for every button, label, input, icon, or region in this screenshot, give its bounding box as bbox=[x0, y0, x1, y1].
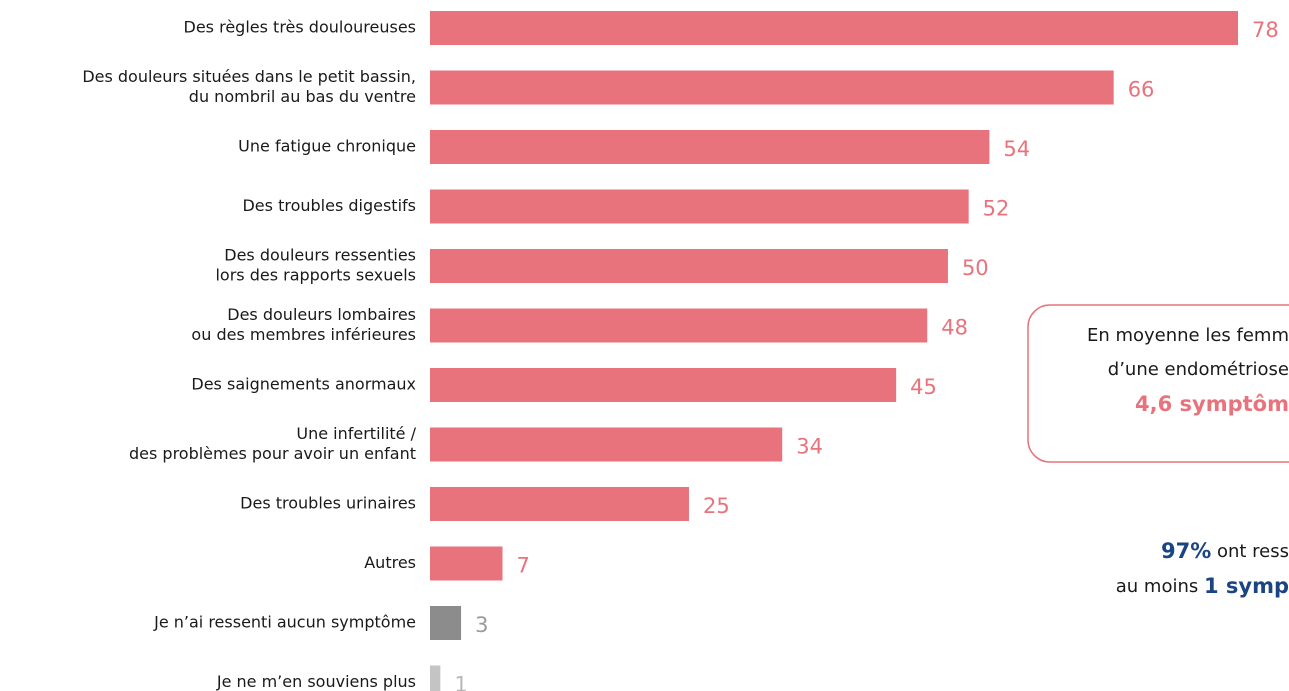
annotation-line: 4,6 symptôm bbox=[1135, 392, 1289, 416]
value-label: 7 bbox=[517, 554, 530, 578]
category-label: Des troubles urinaires bbox=[240, 494, 416, 513]
value-label: 78 bbox=[1252, 18, 1279, 42]
bar bbox=[430, 189, 969, 224]
category-label: Des troubles digestifs bbox=[242, 196, 416, 215]
bar bbox=[430, 308, 928, 343]
value-label: 54 bbox=[1003, 137, 1030, 161]
bar bbox=[430, 606, 462, 640]
category-label: lors des rapports sexuels bbox=[215, 266, 416, 285]
category-label: Autres bbox=[364, 553, 416, 572]
value-label: 66 bbox=[1128, 78, 1155, 102]
category-label: ou des membres inférieures bbox=[191, 325, 416, 344]
value-label: 48 bbox=[941, 316, 968, 340]
category-label: Des règles très douloureuses bbox=[184, 18, 416, 37]
bar bbox=[430, 11, 1238, 45]
annotation-text: au moins bbox=[1116, 576, 1204, 597]
value-label: 3 bbox=[475, 613, 488, 637]
category-label: Une infertilité / bbox=[296, 424, 416, 443]
category-label: Je n’ai ressenti aucun symptôme bbox=[153, 613, 416, 632]
value-label: 25 bbox=[703, 494, 730, 518]
annotation: au moins 1 symp bbox=[1116, 574, 1289, 598]
annotation-text: ont ress bbox=[1211, 541, 1289, 562]
callout-box bbox=[1027, 304, 1289, 463]
bar bbox=[430, 130, 990, 164]
category-label: Des douleurs ressenties bbox=[224, 246, 416, 265]
category-label: du nombril au bas du ventre bbox=[189, 87, 416, 106]
bar bbox=[430, 249, 948, 283]
category-label: Des saignements anormaux bbox=[191, 375, 416, 394]
annotation-bold: 97% bbox=[1161, 539, 1211, 563]
bar bbox=[430, 487, 689, 521]
bar bbox=[430, 70, 1114, 105]
bar bbox=[430, 546, 503, 581]
annotation-bold: 1 symp bbox=[1204, 574, 1289, 598]
annotation-line: En moyenne les femm bbox=[1087, 325, 1289, 346]
bar bbox=[430, 427, 783, 462]
value-label: 1 bbox=[454, 673, 467, 691]
annotation-line: d’une endométriose bbox=[1108, 359, 1289, 380]
bar bbox=[430, 368, 897, 402]
category-label: Une fatigue chronique bbox=[238, 137, 416, 156]
bar bbox=[430, 665, 441, 691]
category-label: Des douleurs lombaires bbox=[227, 305, 416, 324]
category-label: Des douleurs situées dans le petit bassi… bbox=[82, 67, 416, 86]
annotation: 97% ont ress bbox=[1161, 539, 1289, 563]
category-label: des problèmes pour avoir un enfant bbox=[129, 444, 416, 463]
value-label: 52 bbox=[983, 197, 1010, 221]
value-label: 50 bbox=[962, 256, 989, 280]
category-label: Je ne m’en souviens plus bbox=[216, 672, 416, 691]
value-label: 45 bbox=[910, 375, 937, 399]
value-label: 34 bbox=[796, 435, 823, 459]
